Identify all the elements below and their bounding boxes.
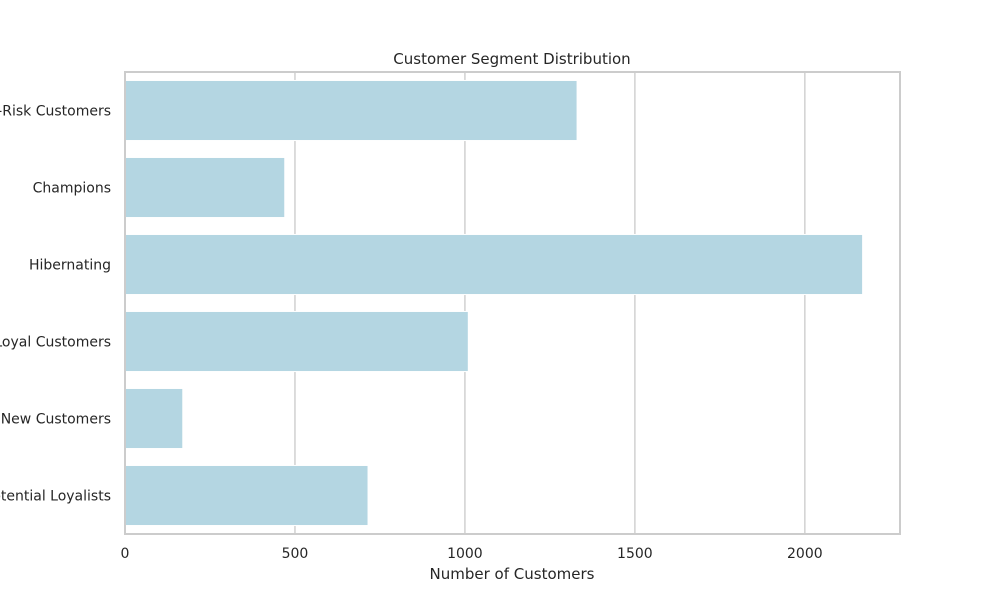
x-tick-label: 1000 [447, 546, 483, 562]
x-tick-label: 500 [282, 546, 309, 562]
y-tick-label: Hibernating [29, 258, 111, 274]
y-tick-labels: At-Risk Customers Champions Hibernating Loy… [0, 104, 111, 505]
x-tick-labels: 0 500 1000 1500 2000 [121, 546, 823, 562]
y-tick-label: Loyal Customers [0, 335, 111, 351]
bar [124, 79, 578, 142]
gridlines [124, 72, 806, 534]
y-tick-label: At-Risk Customers [0, 104, 111, 120]
bar [124, 310, 469, 373]
bars [124, 79, 864, 527]
y-tick-label: Potential Loyalists [0, 489, 111, 505]
plot-frame [124, 71, 901, 535]
chart-title: Customer Segment Distribution [393, 50, 630, 68]
x-axis-label: Number of Customers [430, 565, 595, 583]
bar [124, 464, 369, 527]
y-tick-label: Champions [33, 181, 111, 197]
bar [124, 156, 286, 219]
x-tick-label: 2000 [787, 546, 823, 562]
y-tick-label: New Customers [1, 412, 111, 428]
x-tick-label: 1500 [617, 546, 653, 562]
bar [124, 387, 184, 450]
x-tick-label: 0 [121, 546, 130, 562]
bar [124, 233, 864, 296]
